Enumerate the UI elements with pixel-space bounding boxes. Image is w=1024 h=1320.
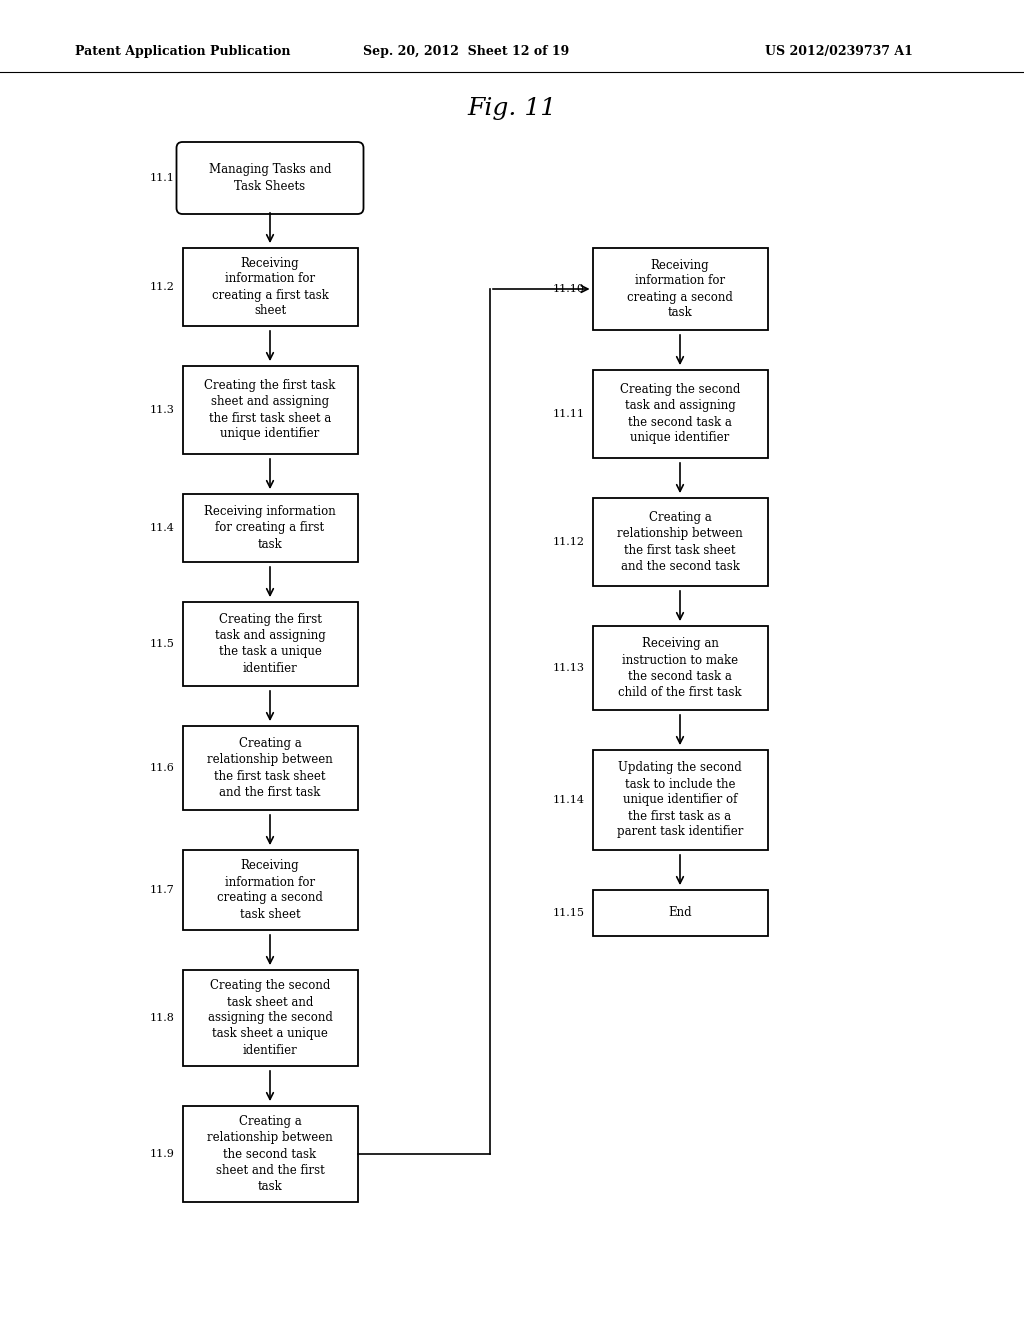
FancyBboxPatch shape (593, 750, 768, 850)
FancyBboxPatch shape (593, 890, 768, 936)
Text: Receiving
information for
creating a first task
sheet: Receiving information for creating a fir… (212, 256, 329, 318)
FancyBboxPatch shape (593, 248, 768, 330)
Text: Sep. 20, 2012  Sheet 12 of 19: Sep. 20, 2012 Sheet 12 of 19 (362, 45, 569, 58)
Text: 11.3: 11.3 (150, 405, 174, 414)
FancyBboxPatch shape (182, 602, 357, 686)
Text: 11.7: 11.7 (150, 884, 174, 895)
Text: 11.1: 11.1 (150, 173, 174, 183)
Text: Receiving
information for
creating a second
task sheet: Receiving information for creating a sec… (217, 859, 323, 920)
Text: Updating the second
task to include the
unique identifier of
the first task as a: Updating the second task to include the … (616, 762, 743, 838)
Text: Managing Tasks and
Task Sheets: Managing Tasks and Task Sheets (209, 164, 331, 193)
Text: 11.12: 11.12 (553, 537, 585, 546)
FancyBboxPatch shape (182, 970, 357, 1067)
Text: Fig. 11: Fig. 11 (467, 96, 557, 120)
FancyBboxPatch shape (593, 626, 768, 710)
FancyBboxPatch shape (182, 366, 357, 454)
Text: 11.9: 11.9 (150, 1148, 174, 1159)
FancyBboxPatch shape (176, 143, 364, 214)
Text: Receiving an
instruction to make
the second task a
child of the first task: Receiving an instruction to make the sec… (618, 638, 741, 698)
Text: Creating a
relationship between
the second task
sheet and the first
task: Creating a relationship between the seco… (207, 1115, 333, 1192)
FancyBboxPatch shape (182, 494, 357, 562)
Text: US 2012/0239737 A1: US 2012/0239737 A1 (765, 45, 912, 58)
Text: 11.13: 11.13 (553, 663, 585, 673)
Text: 11.14: 11.14 (553, 795, 585, 805)
Text: 11.5: 11.5 (150, 639, 174, 649)
Text: Creating the second
task sheet and
assigning the second
task sheet a unique
iden: Creating the second task sheet and assig… (208, 979, 333, 1056)
FancyBboxPatch shape (182, 248, 357, 326)
FancyBboxPatch shape (182, 1106, 357, 1203)
Text: Creating the first task
sheet and assigning
the first task sheet a
unique identi: Creating the first task sheet and assign… (205, 380, 336, 441)
Text: Creating the first
task and assigning
the task a unique
identifier: Creating the first task and assigning th… (215, 614, 326, 675)
Text: 11.2: 11.2 (150, 282, 174, 292)
FancyBboxPatch shape (182, 850, 357, 931)
FancyBboxPatch shape (182, 726, 357, 810)
Text: Creating a
relationship between
the first task sheet
and the first task: Creating a relationship between the firs… (207, 738, 333, 799)
Text: 11.15: 11.15 (553, 908, 585, 917)
Text: 11.6: 11.6 (150, 763, 174, 774)
Text: 11.10: 11.10 (553, 284, 585, 294)
FancyBboxPatch shape (593, 370, 768, 458)
Text: Creating the second
task and assigning
the second task a
unique identifier: Creating the second task and assigning t… (620, 384, 740, 445)
Text: Receiving information
for creating a first
task: Receiving information for creating a fir… (204, 506, 336, 550)
Text: 11.11: 11.11 (553, 409, 585, 418)
Text: 11.4: 11.4 (150, 523, 174, 533)
FancyBboxPatch shape (593, 498, 768, 586)
Text: End: End (669, 907, 692, 920)
Text: 11.8: 11.8 (150, 1012, 174, 1023)
Text: Receiving
information for
creating a second
task: Receiving information for creating a sec… (627, 259, 733, 319)
Text: Creating a
relationship between
the first task sheet
and the second task: Creating a relationship between the firs… (617, 511, 742, 573)
Text: Patent Application Publication: Patent Application Publication (75, 45, 291, 58)
